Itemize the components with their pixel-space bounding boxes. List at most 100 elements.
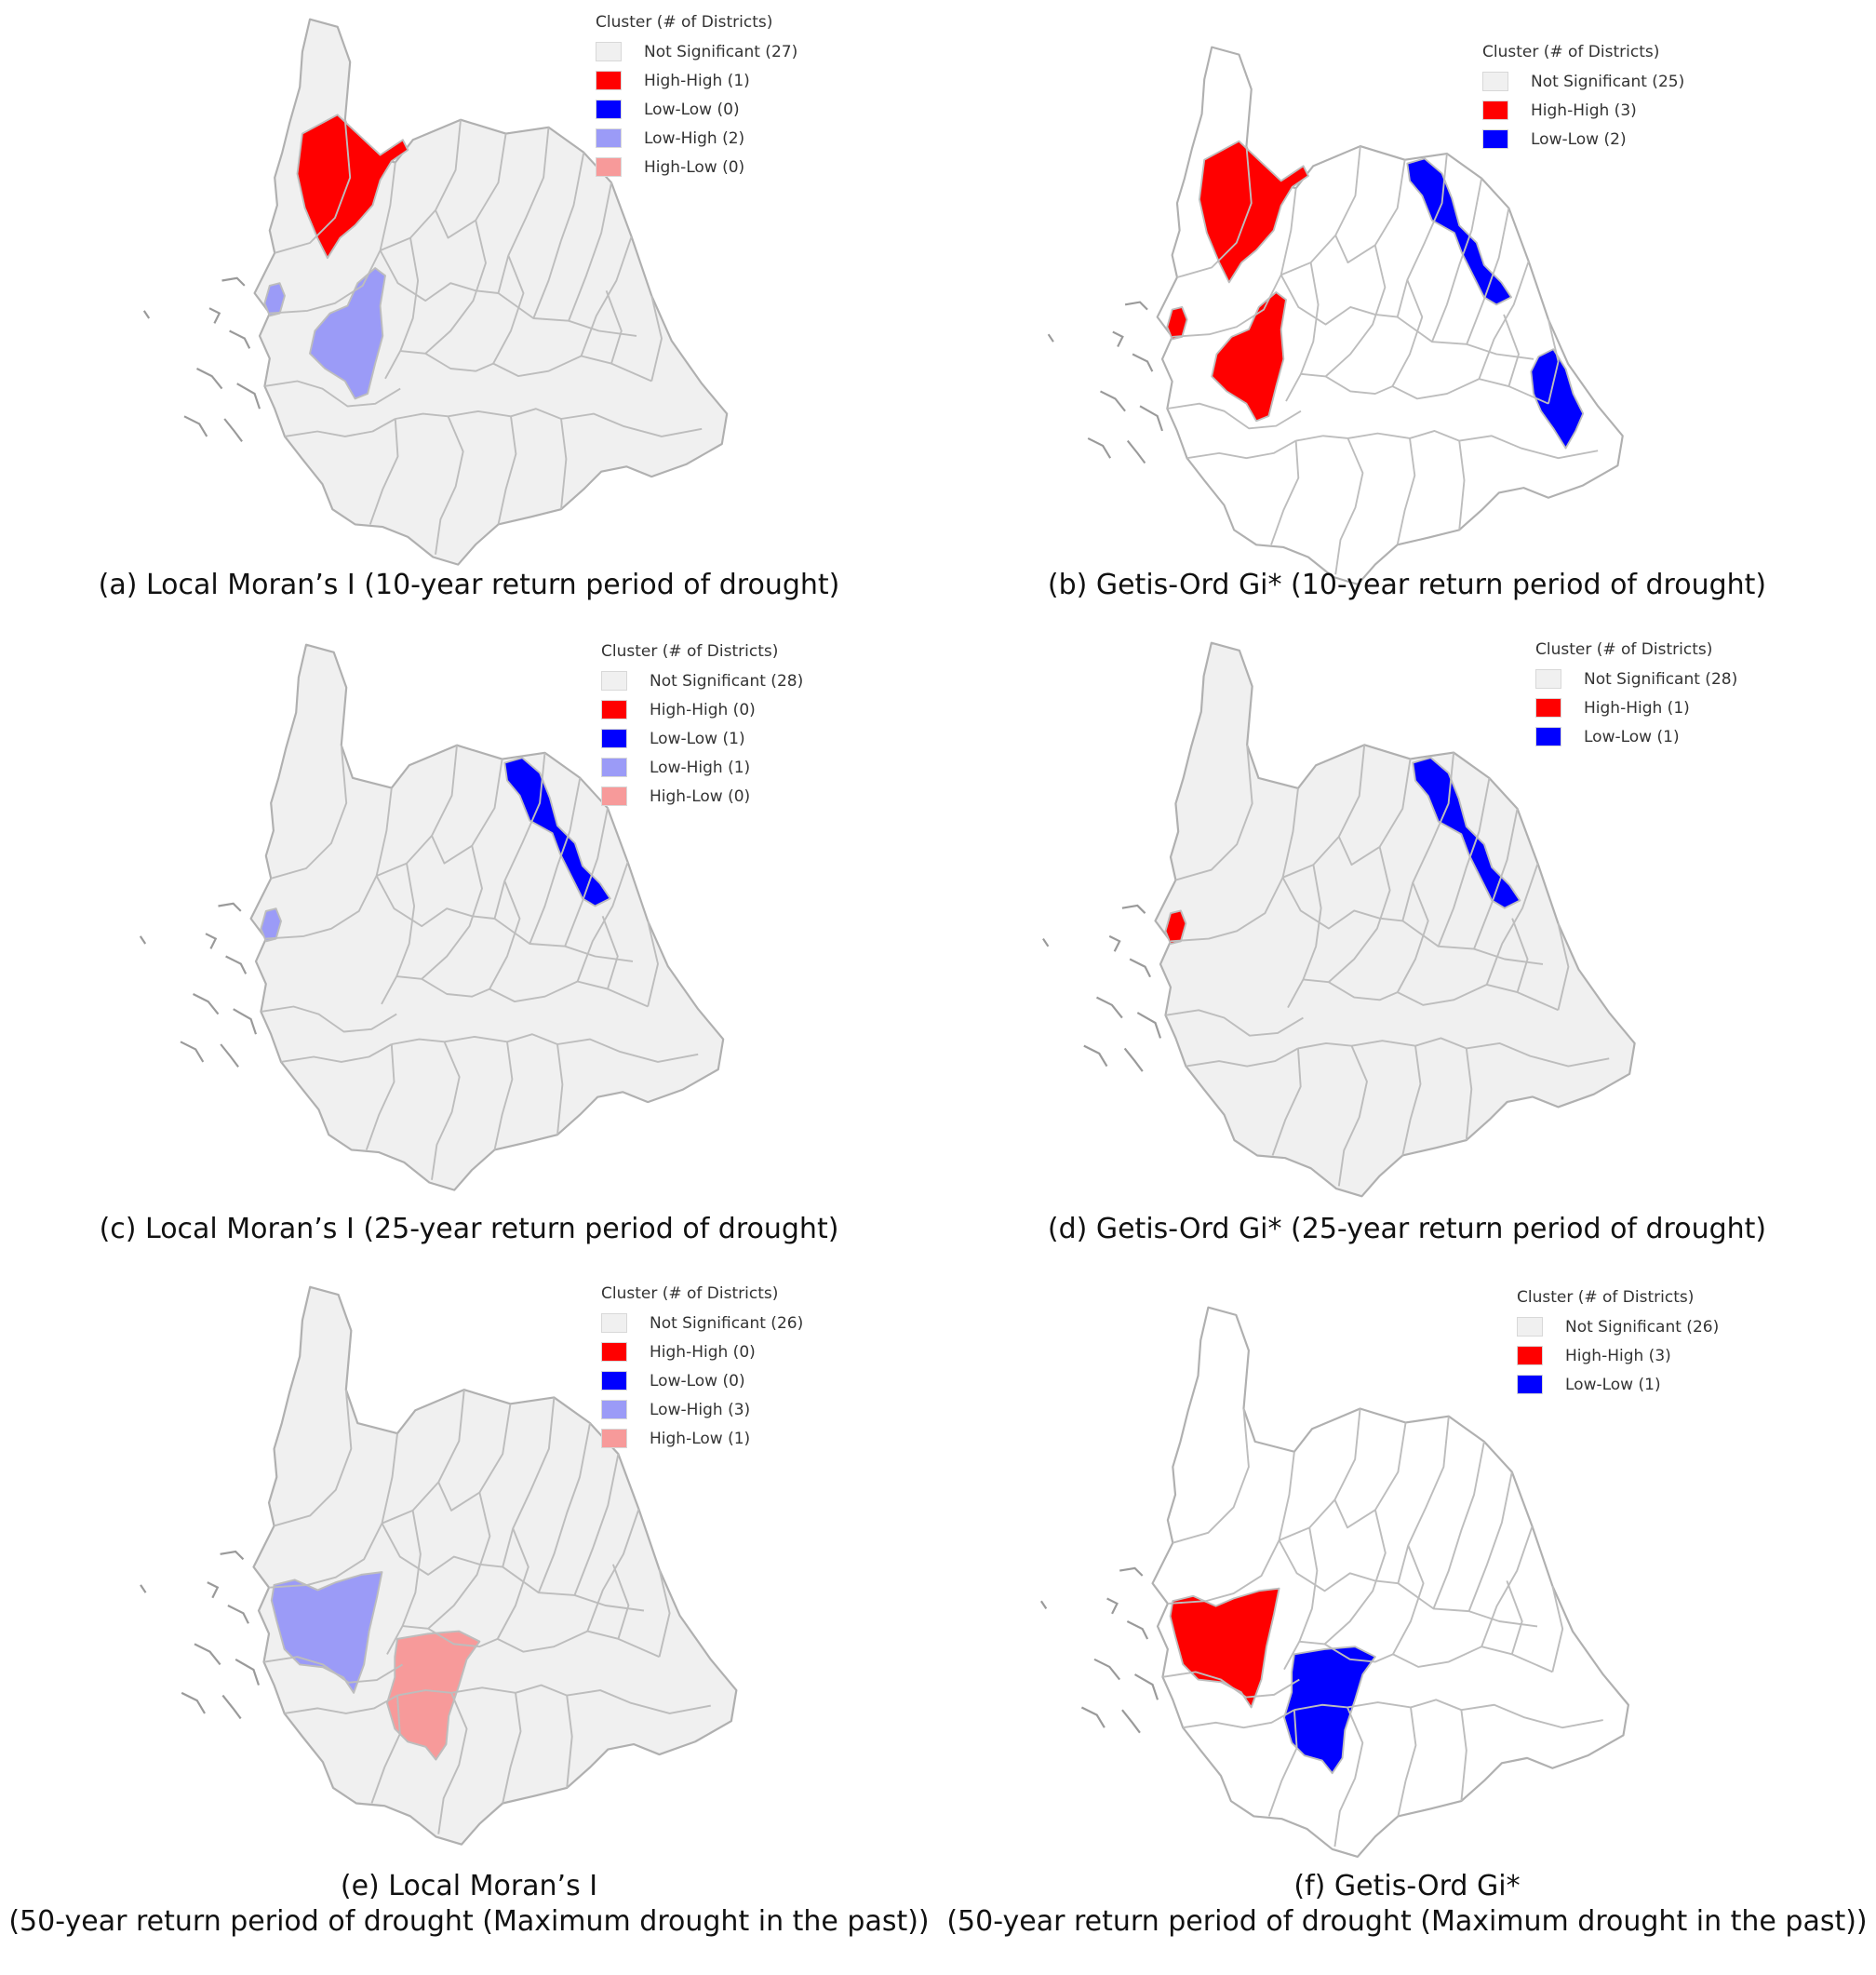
coastal-islet bbox=[183, 415, 208, 437]
district-border bbox=[1324, 245, 1387, 378]
legend-label: High-Low (0) bbox=[644, 157, 745, 177]
district-border bbox=[493, 1041, 514, 1150]
panel-caption: (a) Local Moran’s I (10-year return peri… bbox=[0, 568, 938, 603]
legend-item-high-low: High-Low (1) bbox=[601, 1424, 803, 1453]
district-west-central bbox=[1211, 291, 1287, 423]
coastal-islet bbox=[1083, 1044, 1108, 1068]
legend-swatch bbox=[1482, 101, 1508, 120]
coastal-islet bbox=[196, 368, 223, 390]
map-legend: Cluster (# of Districts) Not Significant … bbox=[601, 642, 803, 811]
legend-label: High-Low (1) bbox=[650, 1429, 751, 1448]
map-panel-c: Cluster (# of Districts) Not Significant … bbox=[0, 633, 938, 1275]
coastal-islet bbox=[1126, 439, 1146, 464]
district-border bbox=[1165, 1009, 1304, 1037]
legend-label: Low-Low (1) bbox=[1584, 727, 1680, 746]
legend-swatch bbox=[1535, 727, 1561, 746]
map-legend: Cluster (# of Districts) Not Significant … bbox=[1517, 1288, 1719, 1399]
legend-swatch bbox=[601, 1429, 627, 1448]
district-border bbox=[365, 1043, 395, 1150]
coastal-islet bbox=[1100, 390, 1126, 412]
choropleth-map bbox=[1042, 641, 1636, 1198]
legend-swatch bbox=[596, 157, 622, 177]
legend-item-not-significant: Not Significant (27) bbox=[596, 37, 797, 66]
panel-caption: (e) Local Moran’s I (50-year return perio… bbox=[0, 1869, 938, 1940]
district-border bbox=[611, 1564, 630, 1640]
district-east-coast-north bbox=[503, 757, 611, 907]
district-border bbox=[270, 745, 348, 880]
district-east-coast-north bbox=[1412, 757, 1521, 909]
district-border bbox=[1548, 319, 1560, 404]
legend-swatch bbox=[596, 42, 622, 61]
map-legend: Cluster (# of Districts) Not Significant … bbox=[596, 13, 797, 181]
district-border bbox=[1397, 1416, 1450, 1584]
coastal-islet bbox=[1106, 1597, 1119, 1615]
legend-item-high-low: High-Low (0) bbox=[601, 782, 803, 811]
district-border bbox=[493, 752, 546, 920]
legend-item-not-significant: Not Significant (25) bbox=[1482, 67, 1684, 96]
district-border bbox=[1295, 430, 1599, 460]
district-border bbox=[1300, 372, 1549, 405]
coastal-islet bbox=[139, 935, 147, 945]
coastal-islet bbox=[223, 418, 243, 442]
district-west-lower bbox=[1169, 1587, 1280, 1709]
district-border bbox=[1485, 863, 1539, 986]
district-border bbox=[650, 295, 663, 382]
legend-swatch bbox=[601, 729, 627, 748]
district-border bbox=[375, 875, 634, 962]
district-border bbox=[1299, 1640, 1553, 1673]
legend-label: High-High (1) bbox=[644, 71, 750, 90]
legend-label: Not Significant (27) bbox=[644, 42, 798, 61]
district-border bbox=[1466, 208, 1510, 345]
district-border bbox=[1392, 1545, 1425, 1655]
legend-swatch bbox=[596, 100, 622, 119]
district-border bbox=[1278, 1539, 1538, 1628]
district-border bbox=[1270, 440, 1300, 545]
legend-swatch bbox=[601, 1313, 627, 1333]
district-border bbox=[381, 863, 416, 1005]
district-border bbox=[568, 182, 612, 322]
legend-swatch bbox=[601, 700, 627, 719]
district-border bbox=[566, 1695, 573, 1789]
district-border bbox=[402, 1625, 660, 1659]
coastal-islet bbox=[1121, 904, 1146, 914]
district-border bbox=[537, 1422, 591, 1593]
caption-line: (e) Local Moran’s I bbox=[340, 1870, 598, 1902]
coastal-islet bbox=[218, 902, 242, 912]
coastal-islet bbox=[193, 993, 220, 1015]
district-border bbox=[274, 119, 352, 254]
district-border bbox=[1175, 745, 1253, 881]
district-border bbox=[1401, 752, 1455, 921]
map-legend: Cluster (# of Districts) Not Significant … bbox=[1482, 43, 1684, 154]
district-border bbox=[1467, 1471, 1513, 1612]
legend-item-high-high: High-High (0) bbox=[601, 695, 803, 724]
district-east-coast-north bbox=[1406, 157, 1512, 306]
coastal-islet bbox=[1112, 330, 1124, 347]
district-northwest-upper bbox=[1198, 140, 1309, 284]
district-border bbox=[529, 777, 582, 945]
legend-swatch bbox=[601, 758, 627, 777]
district-border bbox=[1287, 864, 1322, 1009]
legend-item-high-high: High-High (3) bbox=[1517, 1341, 1719, 1370]
district-border bbox=[1337, 1045, 1368, 1187]
panel-caption: (f) Getis-Ord Gi* (50-year return period … bbox=[938, 1869, 1876, 1940]
legend-title: Cluster (# of Districts) bbox=[1517, 1288, 1695, 1307]
district-border bbox=[1478, 261, 1530, 380]
legend-label: Low-High (2) bbox=[644, 128, 745, 148]
coastal-islet bbox=[208, 307, 221, 324]
legend-label: Low-Low (0) bbox=[644, 100, 740, 119]
coastal-islet bbox=[1042, 937, 1050, 947]
legend-item-low-low: Low-Low (1) bbox=[1535, 722, 1737, 751]
legend-item-low-high: Low-High (1) bbox=[601, 753, 803, 782]
district-border bbox=[1481, 1525, 1534, 1647]
legend-label: High-High (0) bbox=[650, 1342, 756, 1362]
coastal-islet bbox=[207, 1581, 220, 1599]
district-border bbox=[386, 1510, 422, 1655]
coastal-islet bbox=[205, 933, 218, 949]
coastal-islet bbox=[1129, 958, 1152, 978]
district-border bbox=[1391, 279, 1424, 387]
legend-swatch bbox=[1517, 1375, 1543, 1394]
coastal-islet bbox=[1121, 1709, 1141, 1734]
coastal-islet bbox=[220, 1550, 245, 1561]
district-border bbox=[1328, 846, 1391, 983]
district-border bbox=[1285, 262, 1320, 402]
